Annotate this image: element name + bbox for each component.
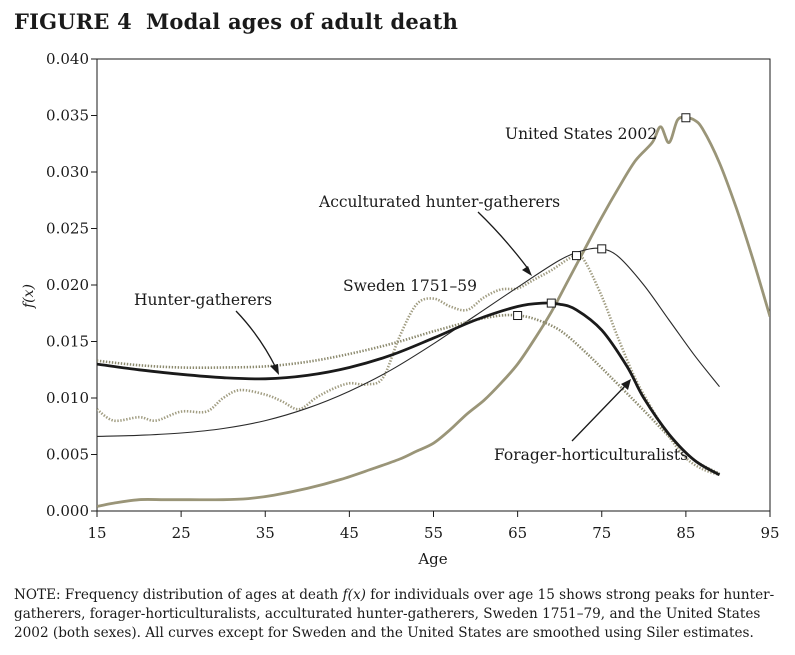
y-tick-label: 0.010: [46, 389, 89, 407]
note-body: for individuals over age 15 shows strong…: [14, 587, 775, 641]
arrow-acculturated-hunter-gatherers: [477, 211, 530, 271]
x-tick-label: 55: [424, 524, 443, 542]
x-tick-label: 25: [172, 524, 191, 542]
series-line-forager-horticulturalists: [97, 313, 721, 475]
arrow-forager-horticulturalists: [571, 384, 627, 442]
x-axis: 15 25 35 45 55 65 75 85 95: [87, 511, 780, 542]
figure-number: FIGURE 4: [14, 9, 132, 34]
mode-marker-united-states-2002: [681, 113, 691, 123]
arrow-hunter-gatherers: [235, 310, 277, 369]
y-tick-label: 0.030: [46, 163, 89, 181]
annotation-united-states-2002: United States 2002: [505, 125, 657, 143]
chart: 0.000 0.005 0.010 0.015 0.020 0.025 0.030 0.035…: [21, 50, 780, 568]
series-line-hunter-gatherers: [97, 301, 721, 477]
note-prefix: NOTE: Frequency distribution of ages at …: [14, 587, 343, 603]
x-tick-label: 85: [676, 524, 695, 542]
figure-note: NOTE: Frequency distribution of ages at …: [14, 586, 784, 643]
y-tick-label: 0.025: [46, 220, 89, 238]
y-axis-label: f(x): [21, 284, 37, 309]
mode-marker-sweden-1751-59: [572, 251, 582, 261]
annotation-sweden-1751-59: Sweden 1751–59: [343, 277, 477, 295]
annotations: United States 2002 Acculturated hunter-g…: [134, 125, 688, 464]
x-tick-label: 75: [592, 524, 611, 542]
arrowhead-forager-horticulturalists: [621, 379, 631, 390]
y-tick-label: 0.005: [46, 446, 89, 464]
x-tick-label: 95: [760, 524, 779, 542]
x-tick-label: 65: [508, 524, 527, 542]
note-fx: f(x): [342, 587, 366, 603]
figure-title-text: Modal ages of adult death: [145, 9, 459, 34]
x-axis-label: Age: [417, 550, 447, 568]
x-tick-label: 15: [87, 524, 106, 542]
x-tick-label: 35: [256, 524, 275, 542]
y-tick-label: 0.015: [46, 333, 89, 351]
series-line-acculturated-hunter-gatherers: [97, 247, 720, 437]
mode-marker-forager-horticulturalists: [513, 311, 523, 321]
y-tick-label: 0.020: [46, 276, 89, 294]
y-axis: 0.000 0.005 0.010 0.015 0.020 0.025 0.030 0.035…: [46, 50, 97, 520]
mode-markers: [513, 113, 691, 321]
annotation-forager-horticulturalists: Forager-horticulturalists: [494, 446, 688, 464]
y-tick-label: 0.035: [46, 107, 89, 125]
figure-title: FIGURE 4 Modal ages of adult death: [14, 9, 458, 34]
arrowhead-hunter-gatherers: [270, 364, 279, 375]
mode-marker-hunter-gatherers: [546, 298, 556, 308]
arrowhead-acculturated-hunter-gatherers: [522, 266, 532, 276]
y-tick-label: 0.000: [46, 502, 89, 520]
x-tick-label: 45: [340, 524, 359, 542]
annotation-acculturated-hunter-gatherers: Acculturated hunter-gatherers: [318, 193, 560, 211]
annotation-hunter-gatherers: Hunter-gatherers: [134, 291, 272, 309]
series-line-sweden-1751-59: [97, 254, 720, 477]
y-tick-label: 0.040: [46, 50, 89, 68]
mode-marker-acculturated-hunter-gatherers: [597, 244, 607, 254]
